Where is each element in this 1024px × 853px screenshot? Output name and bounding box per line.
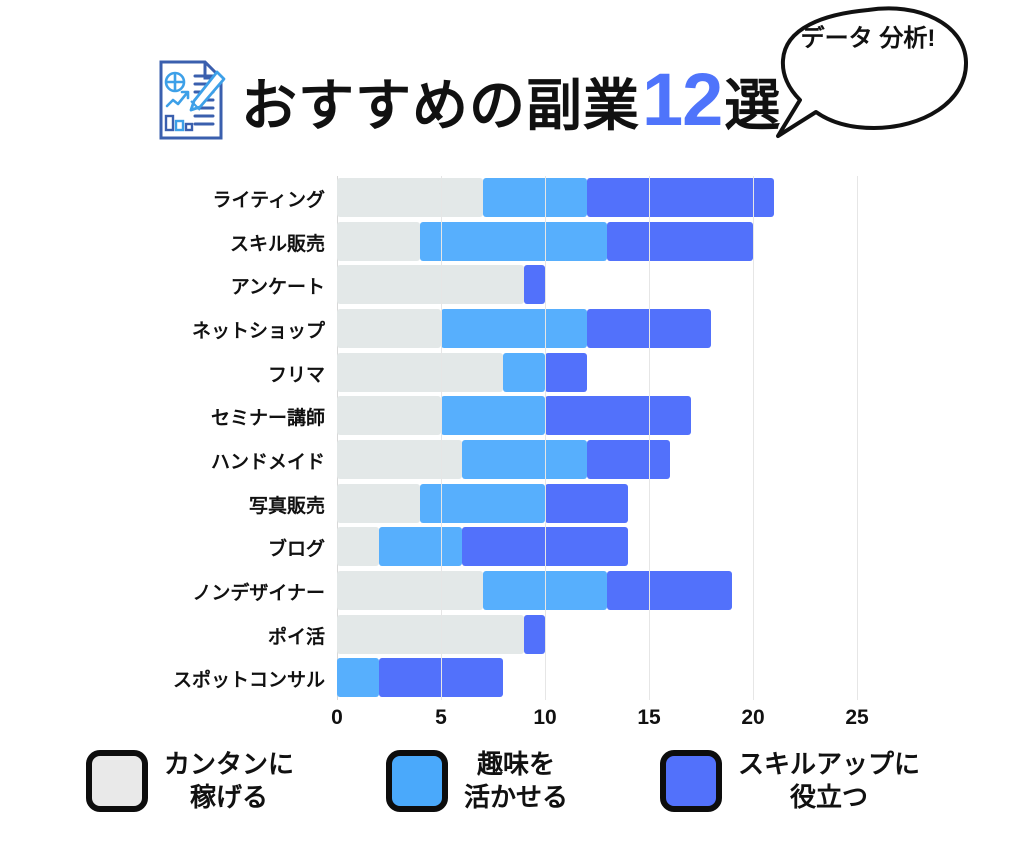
- bar-segment-カンタンに稼げる[interactable]: [337, 483, 421, 523]
- bar-segment-スキルアップに役立つ[interactable]: [586, 309, 712, 348]
- bar-segment-スキルアップに役立つ[interactable]: [545, 483, 629, 523]
- category-label: セミナー講師: [210, 408, 325, 430]
- bar-segment-趣味を活かせる[interactable]: [482, 178, 587, 217]
- bar-segment-スキルアップに役立つ[interactable]: [524, 265, 545, 305]
- bar-segment-スキルアップに役立つ[interactable]: [461, 527, 629, 567]
- bar-row[interactable]: [337, 482, 857, 526]
- bar-row[interactable]: [337, 394, 857, 438]
- bar-row[interactable]: [337, 569, 857, 613]
- category-labels: ライティングスキル販売アンケートネットショップフリマセミナー講師 ハンドメイド写真…: [120, 176, 325, 700]
- legend-swatch-skillup: [660, 749, 722, 812]
- gridline: [545, 176, 546, 700]
- legend-item-skillup: スキルアップに 役立つ: [660, 748, 920, 813]
- bar-segment-趣味を活かせる[interactable]: [482, 571, 608, 610]
- legend-swatch-easy: [86, 749, 148, 812]
- category-label: スポットコンサル: [172, 670, 325, 692]
- speech-bubble: データ 分析!: [770, 2, 985, 142]
- bar-segment-趣味を活かせる[interactable]: [441, 309, 587, 348]
- bar-segment-趣味を活かせる[interactable]: [441, 396, 545, 436]
- x-axis-tick-label: 10: [533, 706, 557, 729]
- category-label: ポイ活: [267, 626, 325, 648]
- bar-segment-趣味を活かせる[interactable]: [420, 221, 608, 261]
- bar-segment-スキルアップに役立つ[interactable]: [378, 658, 504, 698]
- category-label: ネットショップ: [191, 320, 325, 342]
- bar-segment-スキルアップに役立つ[interactable]: [586, 440, 670, 479]
- page-title-suffix: 選: [724, 74, 782, 137]
- bar-row[interactable]: [337, 307, 857, 351]
- bar-row[interactable]: [337, 613, 857, 657]
- bar-segment-カンタンに稼げる[interactable]: [337, 178, 483, 217]
- bar-row[interactable]: [337, 351, 857, 395]
- bar-row[interactable]: [337, 525, 857, 569]
- page-header: おすすめの副業 12 選 データ 分析!: [0, 0, 1024, 172]
- category-label: ブログ: [267, 539, 325, 561]
- bar-rows: [337, 176, 857, 700]
- gridline: [857, 176, 858, 700]
- bar-segment-趣味を活かせる[interactable]: [503, 352, 545, 392]
- speech-bubble-shape: [776, 6, 969, 138]
- legend-label-skillup: スキルアップに 役立つ: [738, 749, 921, 812]
- bar-segment-カンタンに稼げる[interactable]: [337, 440, 462, 479]
- bar-segment-スキルアップに役立つ[interactable]: [607, 571, 733, 610]
- bar-segment-カンタンに稼げる[interactable]: [337, 265, 525, 305]
- report-document-pencil-icon: [155, 58, 227, 142]
- x-axis-tick-label: 25: [845, 706, 869, 729]
- bar-segment-スキルアップに役立つ[interactable]: [545, 352, 587, 392]
- legend-item-easy: カンタンに 稼げる: [86, 748, 294, 813]
- gridline: [753, 176, 754, 700]
- bar-segment-カンタンに稼げる[interactable]: [337, 309, 441, 348]
- legend-swatch-hobby: [386, 749, 448, 812]
- category-label: ノンデザイナー: [192, 582, 325, 604]
- bar-row[interactable]: [337, 220, 857, 264]
- bar-row[interactable]: [337, 176, 857, 220]
- chart-legend: カンタンに 稼げる 趣味を 活かせる スキルアップに 役立つ: [0, 736, 1024, 846]
- legend-label-easy: カンタンに 稼げる: [164, 749, 295, 812]
- bar-segment-スキルアップに役立つ[interactable]: [545, 396, 691, 436]
- category-label: ライティング: [212, 189, 325, 211]
- axis-zero-line: [337, 176, 338, 700]
- bar-segment-スキルアップに役立つ[interactable]: [607, 221, 753, 261]
- bar-segment-趣味を活かせる[interactable]: [337, 658, 379, 698]
- bar-segment-趣味を活かせる[interactable]: [420, 483, 545, 523]
- legend-label-hobby: 趣味を 活かせる: [464, 749, 569, 812]
- bar-segment-スキルアップに役立つ[interactable]: [586, 178, 774, 217]
- stacked-bar-chart: ライティングスキル販売アンケートネットショップフリマセミナー講師 ハンドメイド写真…: [0, 172, 1024, 732]
- bar-segment-カンタンに稼げる[interactable]: [337, 221, 421, 261]
- bar-segment-趣味を活かせる[interactable]: [378, 527, 462, 567]
- bar-row[interactable]: [337, 656, 857, 700]
- page-title-main: おすすめの副業: [241, 74, 640, 137]
- plot-area: [337, 176, 858, 700]
- x-axis-ticks: 0 5 10 15 20 25: [331, 706, 897, 738]
- category-label: アンケート: [230, 277, 325, 299]
- title-block: おすすめの副業 12 選: [155, 58, 781, 142]
- bar-row[interactable]: [337, 263, 857, 307]
- bar-segment-カンタンに稼げる[interactable]: [337, 614, 525, 654]
- x-axis-tick-label: 20: [741, 706, 765, 729]
- gridline: [441, 176, 442, 700]
- category-label: 写真販売: [248, 495, 325, 517]
- category-label: ハンドメイド: [210, 451, 325, 473]
- page-title-number: 12: [642, 58, 723, 141]
- bar-segment-カンタンに稼げる[interactable]: [337, 396, 441, 436]
- gridline: [649, 176, 650, 700]
- bar-segment-カンタンに稼げる[interactable]: [337, 527, 379, 567]
- bar-segment-趣味を活かせる[interactable]: [461, 440, 587, 479]
- bar-row[interactable]: [337, 438, 857, 482]
- category-label: スキル販売: [229, 233, 325, 255]
- bar-segment-スキルアップに役立つ[interactable]: [524, 614, 545, 654]
- category-label: フリマ: [267, 364, 325, 386]
- x-axis-tick-label: 0: [331, 706, 343, 729]
- x-axis-tick-label: 15: [637, 706, 661, 729]
- bar-segment-カンタンに稼げる[interactable]: [337, 352, 504, 392]
- page-title: おすすめの副業 12 選: [241, 63, 781, 137]
- x-axis-tick-label: 5: [435, 706, 447, 729]
- legend-item-hobby: 趣味を 活かせる: [386, 748, 568, 813]
- bar-segment-カンタンに稼げる[interactable]: [337, 571, 483, 610]
